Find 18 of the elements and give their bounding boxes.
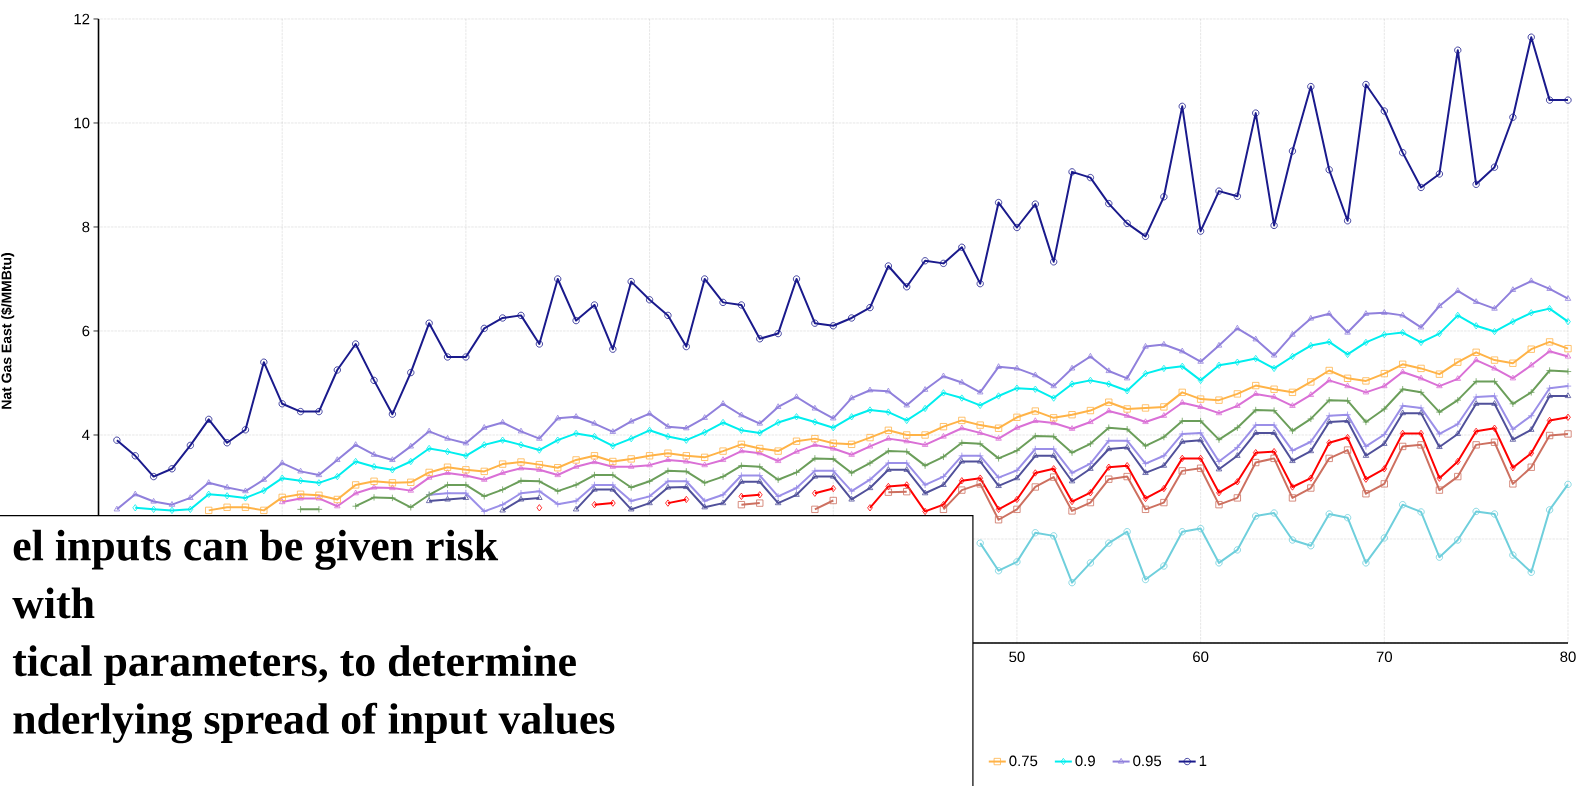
y-tick-label: 12 [74,13,90,25]
legend-label: 0.95 [1133,755,1162,767]
legend-label: 1 [1199,755,1207,766]
y-tick-label: 10 [74,117,90,129]
x-tick-label: 70 [1376,651,1393,663]
y-tick-label: 6 [82,325,90,337]
y-tick-label: 4 [82,429,90,441]
legend-label: 0.75 [1009,755,1038,767]
y-tick-label: 8 [82,221,90,233]
y-axis-title: Nat Gas East ($/MMBtu) [0,253,15,409]
x-tick-label: 80 [1560,651,1576,663]
text: tical parameters, to determine [12,645,576,686]
legend-label: 0.9 [1075,755,1095,767]
text: with [12,587,95,619]
x-tick-label: 60 [1193,651,1209,663]
x-tick-label: 50 [1009,651,1025,663]
annotation: el inputs can be given risk [13,529,499,570]
text: nderlying spread of input values [13,702,615,744]
